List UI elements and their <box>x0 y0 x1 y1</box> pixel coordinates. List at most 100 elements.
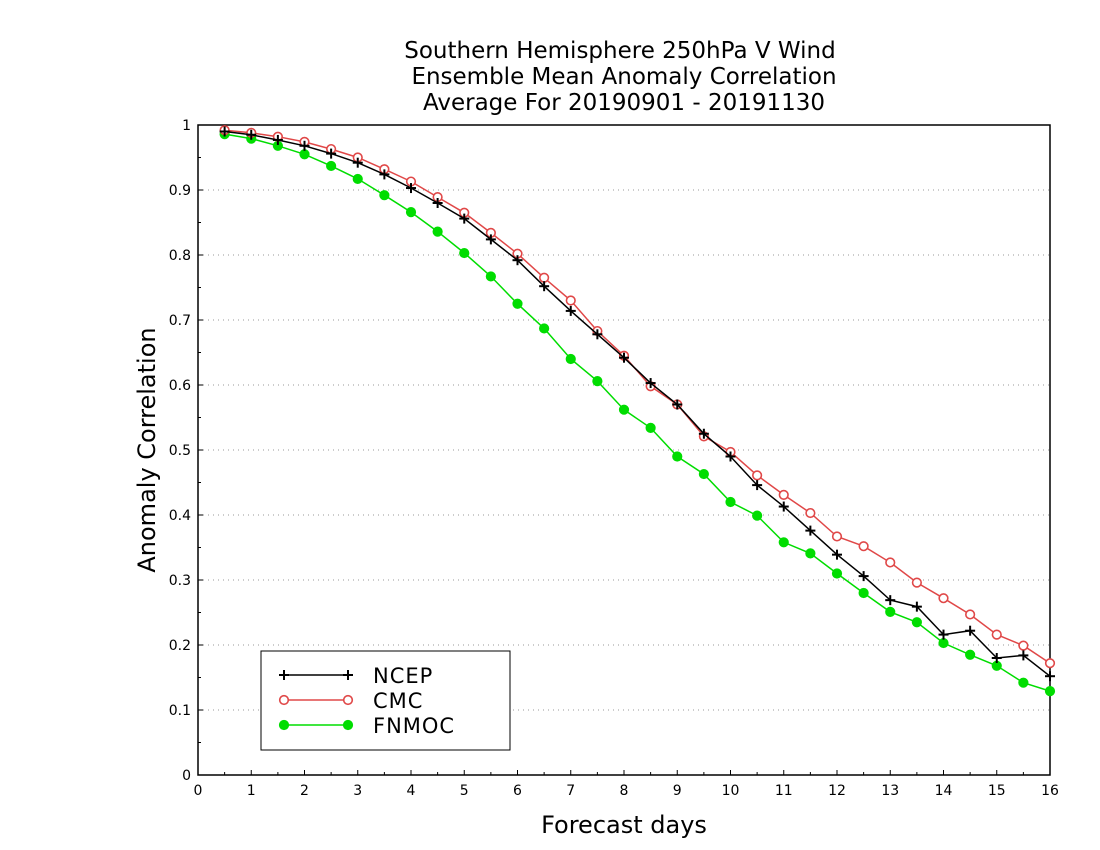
point-fnmoc-13 <box>565 353 576 365</box>
chart-title-line-2: Ensemble Mean Anomaly Correlation <box>411 64 836 90</box>
point-ncep-12 <box>539 281 550 292</box>
point-ncep-25 <box>885 595 896 606</box>
point-cmc-20 <box>752 470 763 481</box>
x-tick-label-1: 1 <box>247 783 256 799</box>
point-ncep-1 <box>246 129 257 140</box>
point-fnmoc-4 <box>326 160 337 172</box>
legend-marker-end-cmc <box>342 694 354 706</box>
x-tick-label-2: 2 <box>300 783 309 799</box>
x-axis-label: Forecast days <box>541 811 707 839</box>
point-fnmoc-27 <box>938 637 949 649</box>
point-fnmoc-11 <box>512 298 523 309</box>
point-fnmoc-28 <box>965 649 976 660</box>
y-axis-label: Anomaly Correlation <box>133 327 161 572</box>
point-ncep-17 <box>672 399 683 410</box>
point-ncep-18 <box>698 428 709 439</box>
point-ncep-26 <box>911 601 922 612</box>
point-ncep-23 <box>832 549 842 560</box>
x-tick-label-6: 6 <box>513 783 522 799</box>
point-cmc-27 <box>938 593 949 604</box>
point-ncep-13 <box>565 305 576 316</box>
point-cmc-28 <box>965 609 976 620</box>
x-tick-label-15: 15 <box>988 783 1006 799</box>
point-ncep-7 <box>406 183 416 194</box>
x-tick-label-13: 13 <box>881 783 899 799</box>
point-fnmoc-21 <box>778 537 789 548</box>
axes <box>197 124 1051 776</box>
point-ncep-21 <box>778 501 789 512</box>
x-tick-label-4: 4 <box>407 783 416 799</box>
point-fnmoc-30 <box>1018 677 1029 688</box>
point-ncep-20 <box>752 480 763 491</box>
y-tick-label-2: 0.2 <box>169 638 191 654</box>
y-tick-label-6: 0.6 <box>169 378 191 394</box>
x-tick-label-7: 7 <box>566 783 575 799</box>
legend-label-cmc: CMC <box>373 689 423 713</box>
point-cmc-25 <box>885 557 896 568</box>
point-ncep-29 <box>991 653 1002 663</box>
x-tick-label-9: 9 <box>673 783 682 799</box>
point-fnmoc-31 <box>1044 686 1056 697</box>
legend-marker-end-ncep <box>343 670 353 680</box>
point-cmc-29 <box>991 629 1002 640</box>
y-tick-label-1: 0.1 <box>169 703 191 719</box>
legend-item-ncep: NCEP <box>279 664 433 688</box>
point-fnmoc-19 <box>725 496 736 508</box>
y-tick-label-3: 0.3 <box>169 573 191 589</box>
point-ncep-6 <box>379 169 390 180</box>
point-cmc-31 <box>1044 658 1056 669</box>
legend-item-fnmoc: FNMOC <box>278 714 455 738</box>
point-ncep-4 <box>326 148 337 159</box>
point-fnmoc-17 <box>672 451 683 462</box>
x-tick-label-0: 0 <box>194 783 203 799</box>
x-tick-label-16: 16 <box>1041 783 1059 799</box>
legend-label-fnmoc: FNMOC <box>373 714 455 738</box>
grid-lines <box>198 189 1050 711</box>
point-cmc-21 <box>778 489 789 500</box>
point-ncep-28 <box>965 625 976 636</box>
point-fnmoc-14 <box>592 376 603 387</box>
y-tick-label-10: 1 <box>182 118 191 134</box>
series-line-cmc <box>224 129 1051 664</box>
point-cmc-12 <box>539 272 550 283</box>
x-tick-label-5: 5 <box>460 783 469 799</box>
x-tick-label-14: 14 <box>935 783 953 799</box>
point-cmc-22 <box>805 507 816 519</box>
y-tick-label-4: 0.4 <box>169 508 191 524</box>
point-ncep-22 <box>805 525 816 536</box>
point-fnmoc-6 <box>379 190 390 201</box>
point-ncep-16 <box>645 378 656 389</box>
legend-marker-start-ncep <box>279 670 289 680</box>
series-line-fnmoc <box>224 133 1051 692</box>
legend-item-cmc: CMC <box>278 689 423 713</box>
point-fnmoc-18 <box>698 468 709 480</box>
point-cmc-24 <box>858 541 869 552</box>
point-fnmoc-10 <box>485 271 496 282</box>
x-tick-label-3: 3 <box>353 783 362 799</box>
point-ncep-19 <box>725 451 736 462</box>
point-fnmoc-24 <box>858 587 869 599</box>
point-fnmoc-15 <box>618 404 630 415</box>
y-tick-label-8: 0.8 <box>169 248 191 264</box>
point-fnmoc-3 <box>299 149 310 160</box>
point-ncep-30 <box>1018 650 1029 661</box>
point-fnmoc-25 <box>885 606 896 617</box>
point-ncep-11 <box>512 255 523 266</box>
point-ncep-9 <box>459 213 470 224</box>
y-tick-label-7: 0.7 <box>169 313 191 329</box>
y-tick-label-9: 0.9 <box>169 183 191 199</box>
point-ncep-14 <box>592 329 603 340</box>
point-ncep-27 <box>938 629 949 640</box>
chart-title-line-1: Southern Hemisphere 250hPa V Wind <box>404 38 835 64</box>
point-cmc-23 <box>831 531 843 542</box>
point-fnmoc-16 <box>645 422 656 433</box>
legend-label-ncep: NCEP <box>373 664 433 688</box>
point-fnmoc-5 <box>352 173 363 185</box>
point-cmc-30 <box>1018 640 1029 651</box>
point-ncep-10 <box>485 234 496 245</box>
x-tick-label-10: 10 <box>722 783 740 799</box>
series-line-ncep <box>224 130 1051 677</box>
point-ncep-24 <box>858 571 869 582</box>
